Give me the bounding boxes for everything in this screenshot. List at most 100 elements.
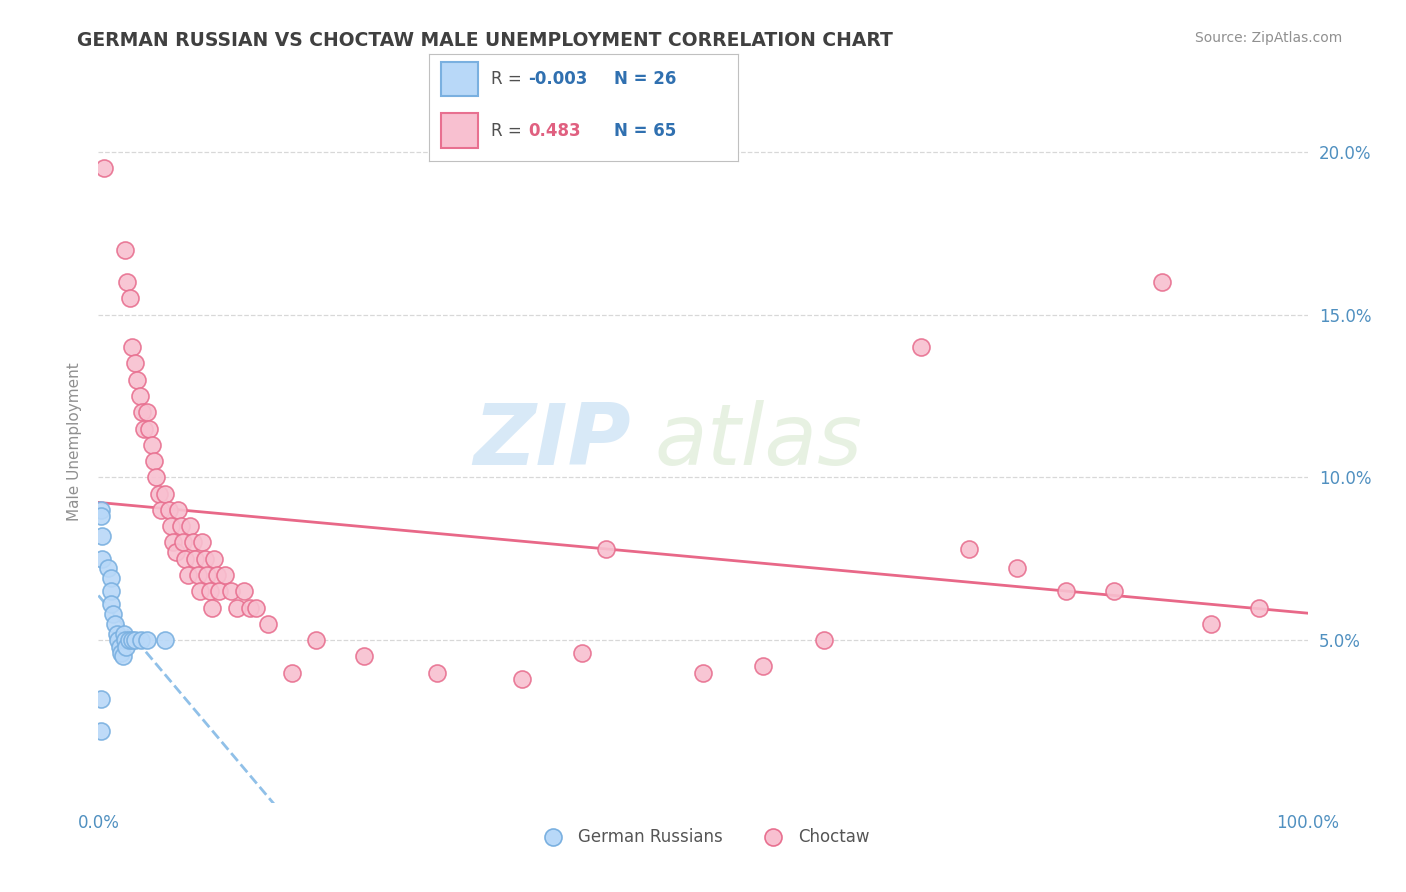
Text: 0.483: 0.483: [527, 121, 581, 139]
Point: [1054, 584, 1077, 599]
Point: [1199, 616, 1222, 631]
Point: [118, 633, 141, 648]
Point: [101, 607, 124, 621]
Point: [104, 616, 127, 631]
Point: [187, 568, 209, 582]
Point: [1152, 275, 1174, 289]
Point: [181, 535, 204, 549]
Text: N = 65: N = 65: [614, 121, 676, 139]
Point: [214, 568, 236, 582]
Point: [121, 633, 143, 648]
Point: [165, 545, 187, 559]
Point: [204, 551, 226, 566]
Point: [172, 535, 194, 549]
Point: [752, 659, 775, 673]
Point: [118, 291, 141, 305]
Bar: [441, 113, 478, 148]
Point: [148, 486, 170, 500]
Point: [157, 503, 180, 517]
Point: [281, 665, 304, 680]
Point: [90, 691, 112, 706]
Point: [91, 529, 114, 543]
Point: [195, 568, 218, 582]
Point: [153, 633, 176, 648]
Point: [179, 519, 201, 533]
Point: [571, 646, 593, 660]
Point: [1007, 561, 1029, 575]
Text: Source: ZipAtlas.com: Source: ZipAtlas.com: [1195, 31, 1343, 45]
Text: R =: R =: [491, 121, 527, 139]
Point: [143, 454, 166, 468]
Point: [595, 541, 617, 556]
Point: [426, 665, 449, 680]
Point: [127, 373, 149, 387]
Point: [128, 389, 150, 403]
Point: [114, 243, 136, 257]
Point: [153, 486, 176, 500]
Point: [131, 405, 153, 419]
Point: [100, 584, 122, 599]
Point: [90, 724, 112, 739]
Point: [115, 640, 138, 654]
Y-axis label: Male Unemployment: Male Unemployment: [66, 362, 82, 521]
Point: [129, 633, 152, 648]
Point: [174, 551, 197, 566]
Point: [112, 626, 135, 640]
Point: [169, 519, 191, 533]
Point: [205, 568, 228, 582]
Text: ZIP: ZIP: [472, 400, 630, 483]
Text: N = 26: N = 26: [614, 70, 676, 88]
Point: [191, 535, 214, 549]
Point: [134, 421, 156, 435]
Point: [90, 509, 112, 524]
Point: [135, 633, 157, 648]
Point: [117, 275, 139, 289]
Point: [150, 503, 173, 517]
Bar: [441, 62, 478, 96]
Point: [245, 600, 267, 615]
Point: [93, 161, 115, 176]
Point: [121, 340, 143, 354]
Point: [135, 405, 157, 419]
Point: [353, 649, 375, 664]
Point: [232, 584, 254, 599]
Point: [256, 616, 278, 631]
Point: [162, 535, 184, 549]
Point: [226, 600, 249, 615]
Point: [1249, 600, 1271, 615]
Point: [145, 470, 167, 484]
Point: [107, 633, 129, 648]
Point: [239, 600, 262, 615]
Point: [100, 571, 122, 585]
Point: [221, 584, 243, 599]
Legend: German Russians, Choctaw: German Russians, Choctaw: [530, 821, 876, 852]
Point: [124, 633, 146, 648]
Point: [198, 584, 221, 599]
Point: [97, 561, 120, 575]
Point: [910, 340, 932, 354]
Point: [114, 633, 136, 648]
Text: atlas: atlas: [655, 400, 863, 483]
Point: [91, 551, 114, 566]
Point: [138, 421, 160, 435]
Text: GERMAN RUSSIAN VS CHOCTAW MALE UNEMPLOYMENT CORRELATION CHART: GERMAN RUSSIAN VS CHOCTAW MALE UNEMPLOYM…: [77, 31, 893, 50]
Point: [813, 633, 835, 648]
Point: [184, 551, 207, 566]
Point: [1102, 584, 1125, 599]
Point: [957, 541, 980, 556]
Point: [188, 584, 211, 599]
Point: [305, 633, 328, 648]
Point: [160, 519, 183, 533]
Point: [141, 438, 163, 452]
Point: [194, 551, 217, 566]
Text: R =: R =: [491, 70, 527, 88]
Point: [201, 600, 224, 615]
Point: [90, 503, 112, 517]
Point: [510, 672, 533, 686]
Point: [110, 646, 132, 660]
Point: [177, 568, 200, 582]
Point: [167, 503, 190, 517]
Point: [692, 665, 714, 680]
Point: [100, 597, 122, 611]
Point: [124, 356, 146, 370]
